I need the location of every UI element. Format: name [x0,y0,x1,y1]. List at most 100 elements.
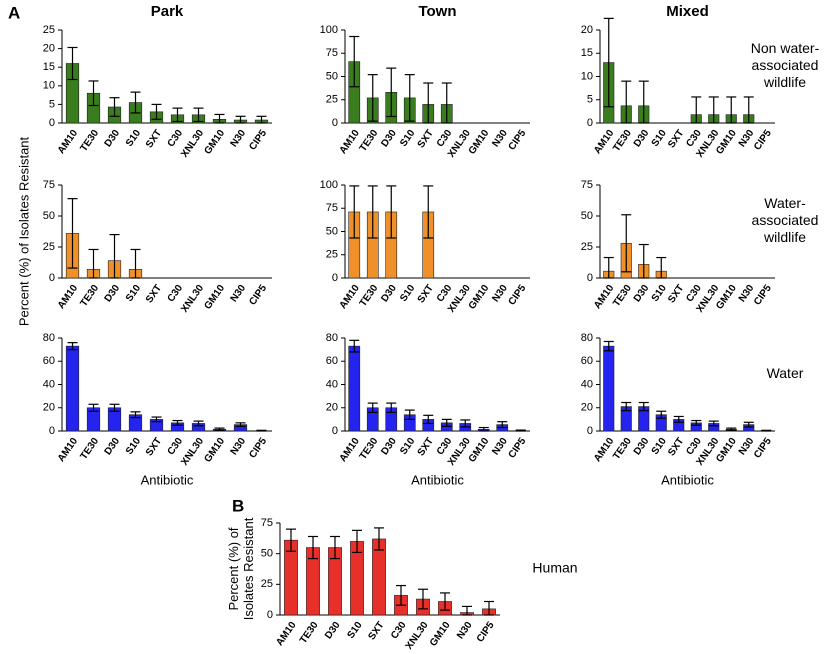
x-tick-label: XNL30 [179,283,206,315]
x-axis-label: Antibiotic [411,472,464,487]
y-tick-label: 25 [581,241,593,253]
x-tick-label: N30 [229,436,249,458]
x-tick-label: D30 [103,128,123,150]
y-axis-label: Percent (%) of [226,527,241,610]
x-tick-label: S10 [124,128,143,149]
row-label: wildlife [763,229,806,245]
y-tick-label: 0 [587,425,593,437]
row-label: associated [752,57,819,73]
x-tick-label: C30 [166,128,186,150]
y-tick-label: 50 [326,70,338,82]
x-tick-label: SXT [144,283,164,305]
y-tick-label: 60 [43,355,55,367]
y-axis-label: Percent (%) of Isolates Resistant [16,136,31,326]
x-tick-label: AM10 [56,128,81,157]
row-label: Human [532,560,577,576]
x-tick-label: TE30 [78,128,101,154]
y-tick-label: 60 [326,355,338,367]
y-tick-label: 15 [43,61,55,73]
y-tick-label: 0 [332,425,338,437]
x-tick-label: N30 [229,283,249,305]
x-tick-label: SXT [416,283,436,305]
x-tick-label: AM10 [56,283,81,312]
x-tick-label: D30 [632,128,652,150]
column-title: Park [151,3,184,20]
y-tick-label: 20 [326,402,338,414]
x-tick-label: CIP5 [752,128,774,153]
x-tick-label: C30 [166,436,186,458]
x-tick-label: TE30 [611,128,634,154]
y-tick-label: 100 [320,179,338,191]
x-tick-label: AM10 [274,620,299,649]
x-tick-label: SXT [416,436,436,458]
x-tick-label: S10 [124,283,143,304]
y-tick-label: 25 [43,24,55,36]
x-tick-label: SXT [666,436,686,458]
y-tick-label: 0 [332,117,338,129]
row-label: associated [752,212,819,228]
x-tick-label: D30 [379,128,399,150]
x-tick-label: TE30 [298,620,321,646]
column-title: Town [418,3,456,20]
y-tick-label: 50 [261,548,273,560]
y-tick-label: 5 [587,94,593,106]
y-tick-label: 75 [43,179,55,191]
x-tick-label: CIP5 [507,283,529,308]
x-tick-label: D30 [379,283,399,305]
y-tick-label: 10 [43,80,55,92]
x-tick-label: CIP5 [475,620,497,645]
x-tick-label: SXT [666,283,686,305]
x-tick-label: SXT [366,620,386,642]
x-tick-label: AM10 [592,436,617,465]
y-tick-label: 0 [267,609,273,621]
y-tick-label: 5 [49,98,55,110]
y-tick-label: 60 [581,355,593,367]
x-tick-label: D30 [632,436,652,458]
y-tick-label: 25 [326,94,338,106]
y-tick-label: 20 [581,402,593,414]
x-tick-label: S10 [345,620,364,641]
panel-label: B [232,496,244,515]
x-tick-label: GM10 [428,620,453,649]
y-tick-label: 50 [326,225,338,237]
y-tick-label: 75 [261,517,273,529]
x-tick-label: S10 [398,436,417,457]
y-tick-label: 20 [43,43,55,55]
x-tick-label: TE30 [78,283,101,309]
x-tick-label: SXT [416,128,436,150]
y-tick-label: 15 [581,47,593,59]
y-tick-label: 40 [43,378,55,390]
x-tick-label: D30 [632,283,652,305]
x-tick-label: CIP5 [247,436,269,461]
x-tick-label: GM10 [202,436,227,465]
bar [603,345,615,432]
row-label: Water [767,365,804,381]
x-tick-label: CIP5 [752,283,774,308]
y-tick-label: 0 [332,272,338,284]
x-tick-label: S10 [124,436,143,457]
y-tick-label: 20 [581,24,593,36]
y-tick-label: 75 [326,202,338,214]
y-tick-label: 25 [326,249,338,261]
x-tick-label: S10 [650,283,669,304]
y-tick-label: 0 [49,425,55,437]
row-label: Non water- [751,40,820,56]
x-tick-label: CIP5 [247,283,269,308]
x-tick-label: TE30 [78,436,101,462]
x-axis-label: Antibiotic [141,472,194,487]
x-tick-label: TE30 [611,283,634,309]
y-tick-label: 0 [587,272,593,284]
y-tick-label: 75 [581,179,593,191]
bar [65,345,80,432]
x-tick-label: AM10 [338,128,363,157]
x-tick-label: D30 [323,620,343,642]
x-tick-label: CIP5 [507,436,529,461]
x-tick-label: AM10 [338,436,363,465]
x-tick-label: AM10 [56,436,81,465]
x-tick-label: N30 [455,620,475,642]
x-tick-label: GM10 [467,283,492,312]
y-tick-label: 80 [581,332,593,344]
y-tick-label: 0 [587,117,593,129]
y-tick-label: 40 [581,378,593,390]
x-tick-label: TE30 [358,128,381,154]
